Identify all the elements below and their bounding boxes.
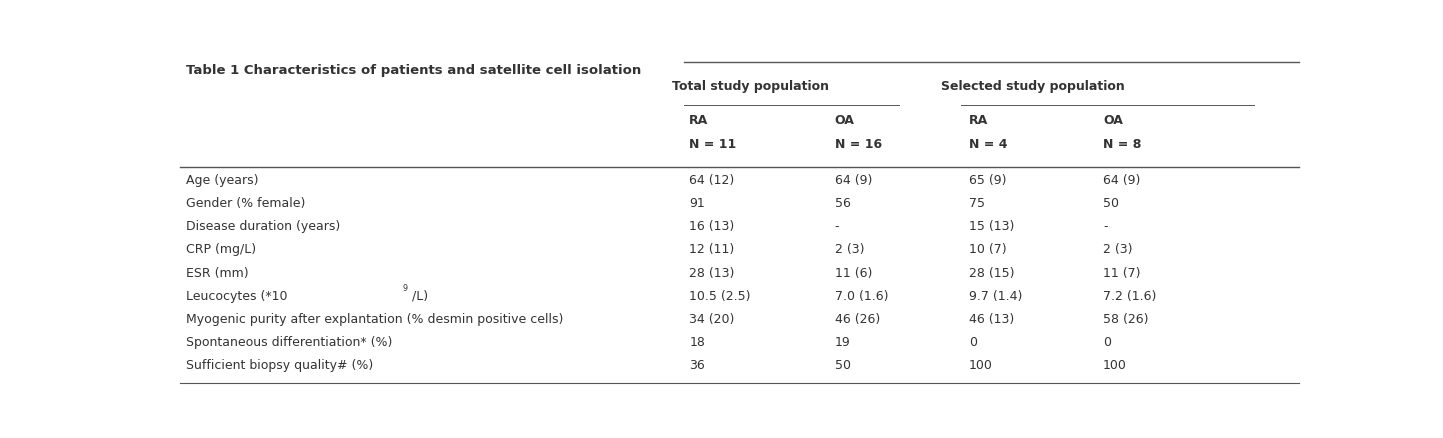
Text: 2 (3): 2 (3) — [834, 244, 864, 257]
Text: Table 1 Characteristics of patients and satellite cell isolation: Table 1 Characteristics of patients and … — [186, 64, 641, 78]
Text: 7.2 (1.6): 7.2 (1.6) — [1102, 290, 1156, 303]
Text: 100: 100 — [1102, 359, 1127, 372]
Text: 2 (3): 2 (3) — [1102, 244, 1133, 257]
Text: 46 (13): 46 (13) — [968, 313, 1014, 326]
Text: 64 (9): 64 (9) — [1102, 174, 1140, 187]
Text: 34 (20): 34 (20) — [690, 313, 734, 326]
Text: 11 (7): 11 (7) — [1102, 267, 1140, 279]
Text: Sufficient biopsy quality# (%): Sufficient biopsy quality# (%) — [186, 359, 374, 372]
Text: 0: 0 — [1102, 336, 1111, 349]
Text: Age (years): Age (years) — [186, 174, 258, 187]
Text: 10 (7): 10 (7) — [968, 244, 1006, 257]
Text: 64 (12): 64 (12) — [690, 174, 734, 187]
Text: CRP (mg/L): CRP (mg/L) — [186, 244, 255, 257]
Text: 0: 0 — [968, 336, 977, 349]
Text: 16 (13): 16 (13) — [690, 220, 734, 233]
Text: RA: RA — [690, 113, 709, 127]
Text: Disease duration (years): Disease duration (years) — [186, 220, 341, 233]
Text: 46 (26): 46 (26) — [834, 313, 880, 326]
Text: N = 11: N = 11 — [690, 138, 736, 151]
Text: 50: 50 — [1102, 197, 1118, 210]
Text: Leucocytes (*10: Leucocytes (*10 — [186, 290, 287, 303]
Text: -: - — [1102, 220, 1107, 233]
Text: RA: RA — [968, 113, 988, 127]
Text: OA: OA — [1102, 113, 1123, 127]
Text: 7.0 (1.6): 7.0 (1.6) — [834, 290, 887, 303]
Text: 58 (26): 58 (26) — [1102, 313, 1149, 326]
Text: 56: 56 — [834, 197, 850, 210]
Text: 18: 18 — [690, 336, 706, 349]
Text: 9: 9 — [403, 284, 408, 293]
Text: 28 (15): 28 (15) — [968, 267, 1014, 279]
Text: 50: 50 — [834, 359, 850, 372]
Text: 91: 91 — [690, 197, 706, 210]
Text: N = 4: N = 4 — [968, 138, 1007, 151]
Text: 12 (11): 12 (11) — [690, 244, 734, 257]
Text: Gender (% female): Gender (% female) — [186, 197, 306, 210]
Text: N = 8: N = 8 — [1102, 138, 1141, 151]
Text: Total study population: Total study population — [672, 80, 830, 93]
Text: 10.5 (2.5): 10.5 (2.5) — [690, 290, 750, 303]
Text: 64 (9): 64 (9) — [834, 174, 872, 187]
Text: 15 (13): 15 (13) — [968, 220, 1014, 233]
Text: Selected study population: Selected study population — [941, 80, 1124, 93]
Text: 65 (9): 65 (9) — [968, 174, 1006, 187]
Text: -: - — [834, 220, 838, 233]
Text: 100: 100 — [968, 359, 993, 372]
Text: ESR (mm): ESR (mm) — [186, 267, 248, 279]
Text: 75: 75 — [968, 197, 984, 210]
Text: 9.7 (1.4): 9.7 (1.4) — [968, 290, 1022, 303]
Text: N = 16: N = 16 — [834, 138, 882, 151]
Text: 11 (6): 11 (6) — [834, 267, 872, 279]
Text: Spontaneous differentiation* (%): Spontaneous differentiation* (%) — [186, 336, 392, 349]
Text: Myogenic purity after explantation (% desmin positive cells): Myogenic purity after explantation (% de… — [186, 313, 563, 326]
Text: 36: 36 — [690, 359, 706, 372]
Text: OA: OA — [834, 113, 854, 127]
Text: 19: 19 — [834, 336, 850, 349]
Text: 28 (13): 28 (13) — [690, 267, 734, 279]
Text: /L): /L) — [411, 290, 429, 303]
